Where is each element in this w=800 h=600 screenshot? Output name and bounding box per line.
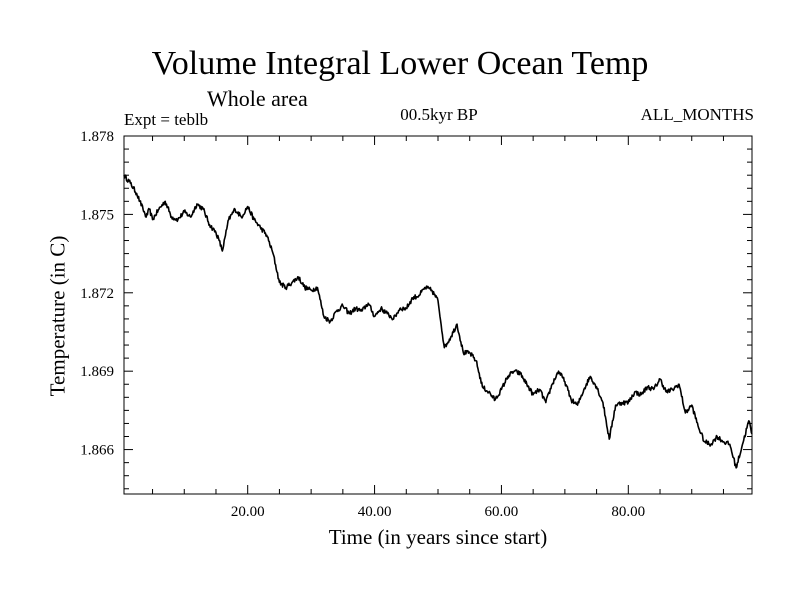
y-tick-label: 1.875: [80, 207, 114, 223]
chart-subtitle: Whole area: [207, 86, 308, 111]
months-label: ALL_MONTHS: [640, 105, 754, 124]
axis-tick-labels: 20.00 40.00 60.00 80.00 1.866 1.869 1.872 1.875…: [80, 129, 645, 520]
period-label: 00.5kyr BP: [400, 105, 478, 124]
experiment-label: Expt = teblb: [124, 110, 209, 129]
x-axis-label: Time (in years since start): [328, 525, 548, 549]
x-tick-label: 60.00: [485, 504, 519, 520]
plot-frame: [123, 135, 753, 495]
y-tick-label: 1.869: [80, 364, 114, 380]
x-tick-label: 80.00: [611, 504, 645, 520]
axis-ticks: [124, 135, 752, 494]
x-tick-label: 20.00: [231, 504, 265, 520]
series-group: [123, 174, 753, 469]
chart-title: Volume Integral Lower Ocean Temp: [151, 45, 649, 82]
x-tick-label: 40.00: [358, 504, 392, 520]
y-tick-label: 1.878: [80, 129, 114, 145]
series-line: [123, 174, 753, 469]
y-tick-label: 1.872: [80, 286, 114, 302]
y-tick-label: 1.866: [80, 443, 114, 459]
